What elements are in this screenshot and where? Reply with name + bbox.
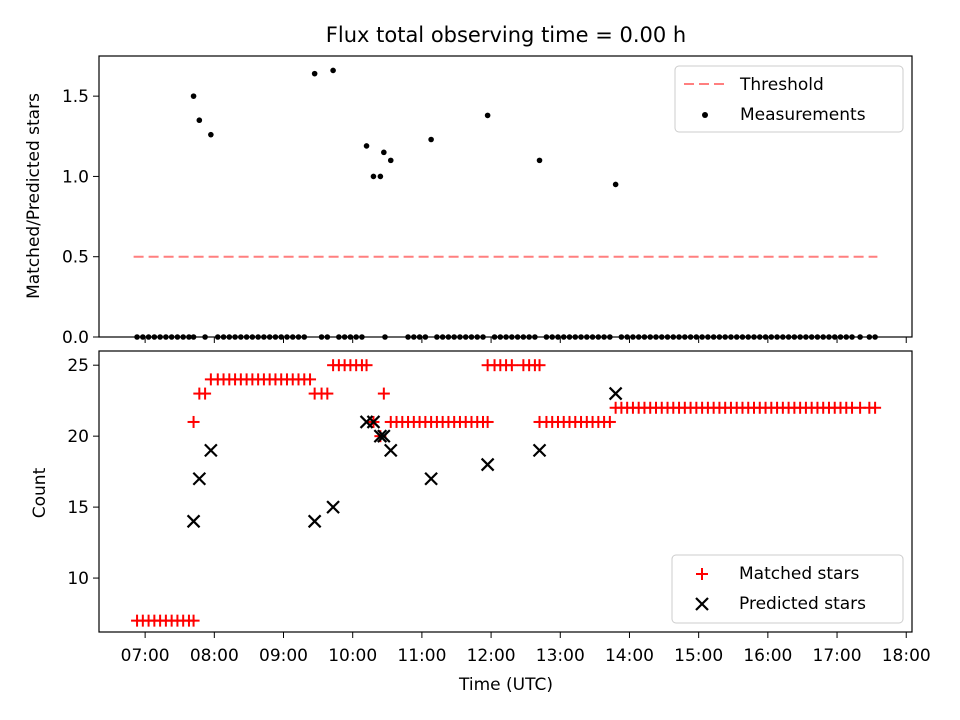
matched-stars-points	[131, 359, 882, 627]
legend-measurements-swatch	[702, 112, 708, 118]
matched-star-marker	[321, 387, 334, 400]
matched-star-marker	[360, 359, 373, 372]
matched-star-marker	[304, 373, 317, 386]
x-tick-label: 15:00	[674, 646, 723, 666]
measurement-point	[536, 157, 543, 164]
legend-measurements-label: Measurements	[740, 105, 866, 125]
measurement-point	[428, 136, 434, 143]
matched-star-marker	[199, 387, 212, 400]
bottom-panel: 10 15 20 25 07:00 08:00 09:00 10:00 11:00 12:00 1…	[30, 350, 931, 695]
predicted-star-marker	[204, 443, 218, 458]
x-tick-label: 16:00	[743, 646, 792, 666]
x-tick-label: 07:00	[121, 646, 170, 666]
predicted-star-marker	[366, 415, 381, 429]
predicted-star-marker	[480, 457, 495, 472]
matched-star-marker	[187, 614, 200, 627]
legend-predicted-label: Predicted stars	[739, 594, 866, 614]
matched-star-marker	[533, 359, 546, 372]
measurement-point	[190, 93, 197, 99]
legend-threshold-label: Threshold	[739, 75, 824, 95]
top-y-tick-label: 1.0	[62, 167, 89, 187]
top-y-tick-label: 0.0	[62, 328, 89, 348]
x-tick-label: 09:00	[259, 646, 308, 666]
legend-matched-label: Matched stars	[739, 564, 859, 584]
measurement-point	[311, 70, 318, 77]
x-tick-label: 14:00	[605, 646, 654, 666]
x-axis-label: Time (UTC)	[458, 675, 553, 695]
top-legend: Threshold Measurements	[674, 65, 904, 133]
matched-star-marker	[481, 415, 494, 428]
legend-predicted-swatch	[695, 597, 709, 611]
predicted-star-marker	[307, 514, 322, 529]
predicted-star-marker	[608, 386, 623, 401]
bottom-y-tick-label: 20	[67, 427, 89, 447]
measurement-point	[387, 157, 394, 164]
legend-matched-swatch	[696, 568, 708, 580]
measurement-point	[196, 117, 203, 124]
x-tick-label: 18:00	[882, 646, 931, 666]
measurement-point	[381, 149, 387, 156]
predicted-star-marker	[532, 443, 547, 458]
bottom-y-axis-label: Count	[30, 467, 50, 518]
chart-title: Flux total observing time = 0.00 h	[326, 23, 686, 47]
bottom-y-tick-label: 25	[67, 356, 89, 376]
matched-star-marker	[187, 415, 200, 428]
matched-star-marker	[869, 401, 882, 414]
measurement-point	[208, 131, 214, 138]
predicted-star-marker	[326, 500, 340, 514]
top-panel: 0.0 0.5 1.0 1.5 Matched/Predicted stars Thr…	[24, 55, 913, 348]
measurement-point	[330, 67, 336, 74]
predicted-stars-points	[186, 386, 623, 529]
matched-star-marker	[505, 359, 518, 372]
predicted-star-marker	[383, 443, 398, 458]
top-y-ticks: 0.0 0.5 1.0 1.5	[62, 87, 99, 348]
top-y-tick-label: 1.5	[62, 87, 89, 107]
measurement-point	[377, 173, 384, 180]
measurement-point	[370, 173, 377, 180]
measurement-point	[363, 143, 370, 149]
matched-star-marker	[603, 415, 616, 428]
measurement-point	[484, 112, 491, 119]
x-tick-label: 08:00	[190, 646, 239, 666]
top-axes-frame	[98, 55, 913, 338]
bottom-legend-box	[671, 554, 904, 624]
x-tick-label: 11:00	[397, 646, 446, 666]
predicted-star-marker	[186, 514, 201, 529]
measurement-point	[612, 181, 619, 188]
x-tick-label: 13:00	[536, 646, 585, 666]
top-y-tick-label: 0.5	[62, 248, 89, 268]
bottom-y-tick-label: 15	[67, 498, 89, 518]
bottom-axes-frame	[98, 350, 913, 633]
bottom-legend: Matched stars Predicted stars	[671, 554, 904, 624]
predicted-star-marker	[192, 471, 207, 486]
bottom-y-tick-label: 10	[67, 569, 89, 589]
top-legend-box	[674, 65, 904, 133]
bottom-y-ticks: 10 15 20 25	[67, 356, 99, 589]
predicted-star-marker	[373, 429, 388, 443]
bottom-x-ticks: 07:00 08:00 09:00 10:00 11:00 12:00 13:00 14:00…	[121, 632, 931, 666]
predicted-star-marker	[424, 471, 438, 486]
x-tick-label: 10:00	[328, 646, 377, 666]
predicted-star-marker	[377, 429, 391, 443]
top-y-axis-label: Matched/Predicted stars	[24, 93, 44, 299]
x-tick-label: 12:00	[467, 646, 516, 666]
matched-star-marker	[377, 387, 390, 400]
x-tick-label: 17:00	[813, 646, 862, 666]
